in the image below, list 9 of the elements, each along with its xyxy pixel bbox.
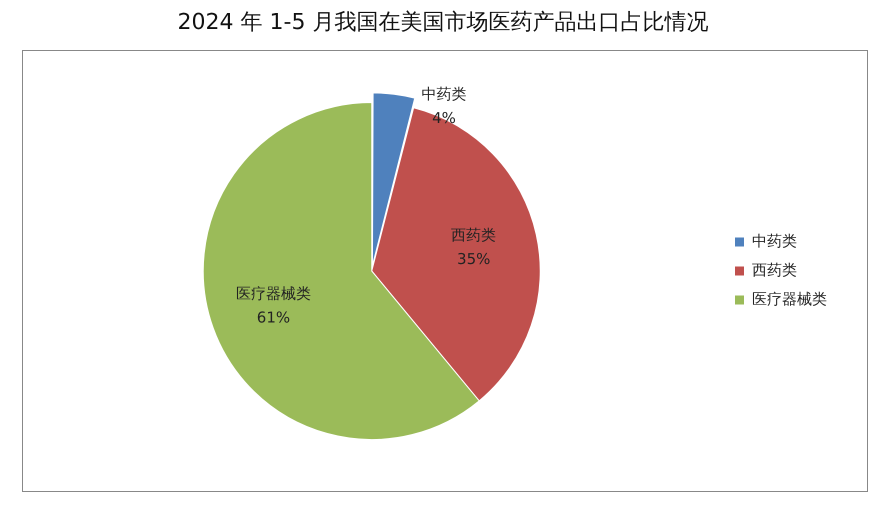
- data-label: 61%: [256, 308, 290, 326]
- slice-label: 医疗器械类: [236, 284, 311, 302]
- slice-label: 中药类: [421, 84, 466, 103]
- legend-label: 医疗器械类: [752, 290, 827, 308]
- chart-title: 2024 年 1-5 月我国在美国市场医药产品出口占比情况: [176, 9, 710, 37]
- slice-label: 西药类: [451, 226, 496, 244]
- data-label: 35%: [457, 250, 490, 268]
- legend-label: 中药类: [752, 232, 797, 250]
- legend-label: 西药类: [752, 260, 797, 279]
